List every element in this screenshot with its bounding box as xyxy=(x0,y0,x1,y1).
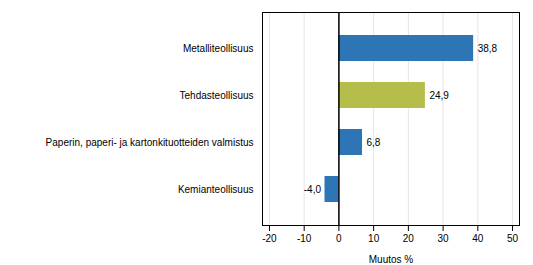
svg-text:Paperin, paperi- ja kartonkitu: Paperin, paperi- ja kartonkituotteiden v… xyxy=(46,137,254,148)
svg-text:-10: -10 xyxy=(297,233,312,244)
svg-text:0: 0 xyxy=(336,233,342,244)
svg-text:Muutos %: Muutos % xyxy=(369,254,414,265)
svg-text:-4,0: -4,0 xyxy=(304,184,322,195)
svg-text:Metalliteollisuus: Metalliteollisuus xyxy=(183,43,254,54)
svg-text:24,9: 24,9 xyxy=(429,90,449,101)
svg-text:50: 50 xyxy=(507,233,519,244)
svg-text:Kemianteollisuus: Kemianteollisuus xyxy=(178,184,254,195)
svg-text:10: 10 xyxy=(368,233,380,244)
svg-text:-20: -20 xyxy=(262,233,277,244)
svg-text:Tehdasteollisuus: Tehdasteollisuus xyxy=(180,90,254,101)
svg-text:38,8: 38,8 xyxy=(478,43,498,54)
svg-text:40: 40 xyxy=(472,233,484,244)
svg-text:20: 20 xyxy=(403,233,415,244)
svg-text:6,8: 6,8 xyxy=(367,137,381,148)
svg-text:30: 30 xyxy=(438,233,450,244)
